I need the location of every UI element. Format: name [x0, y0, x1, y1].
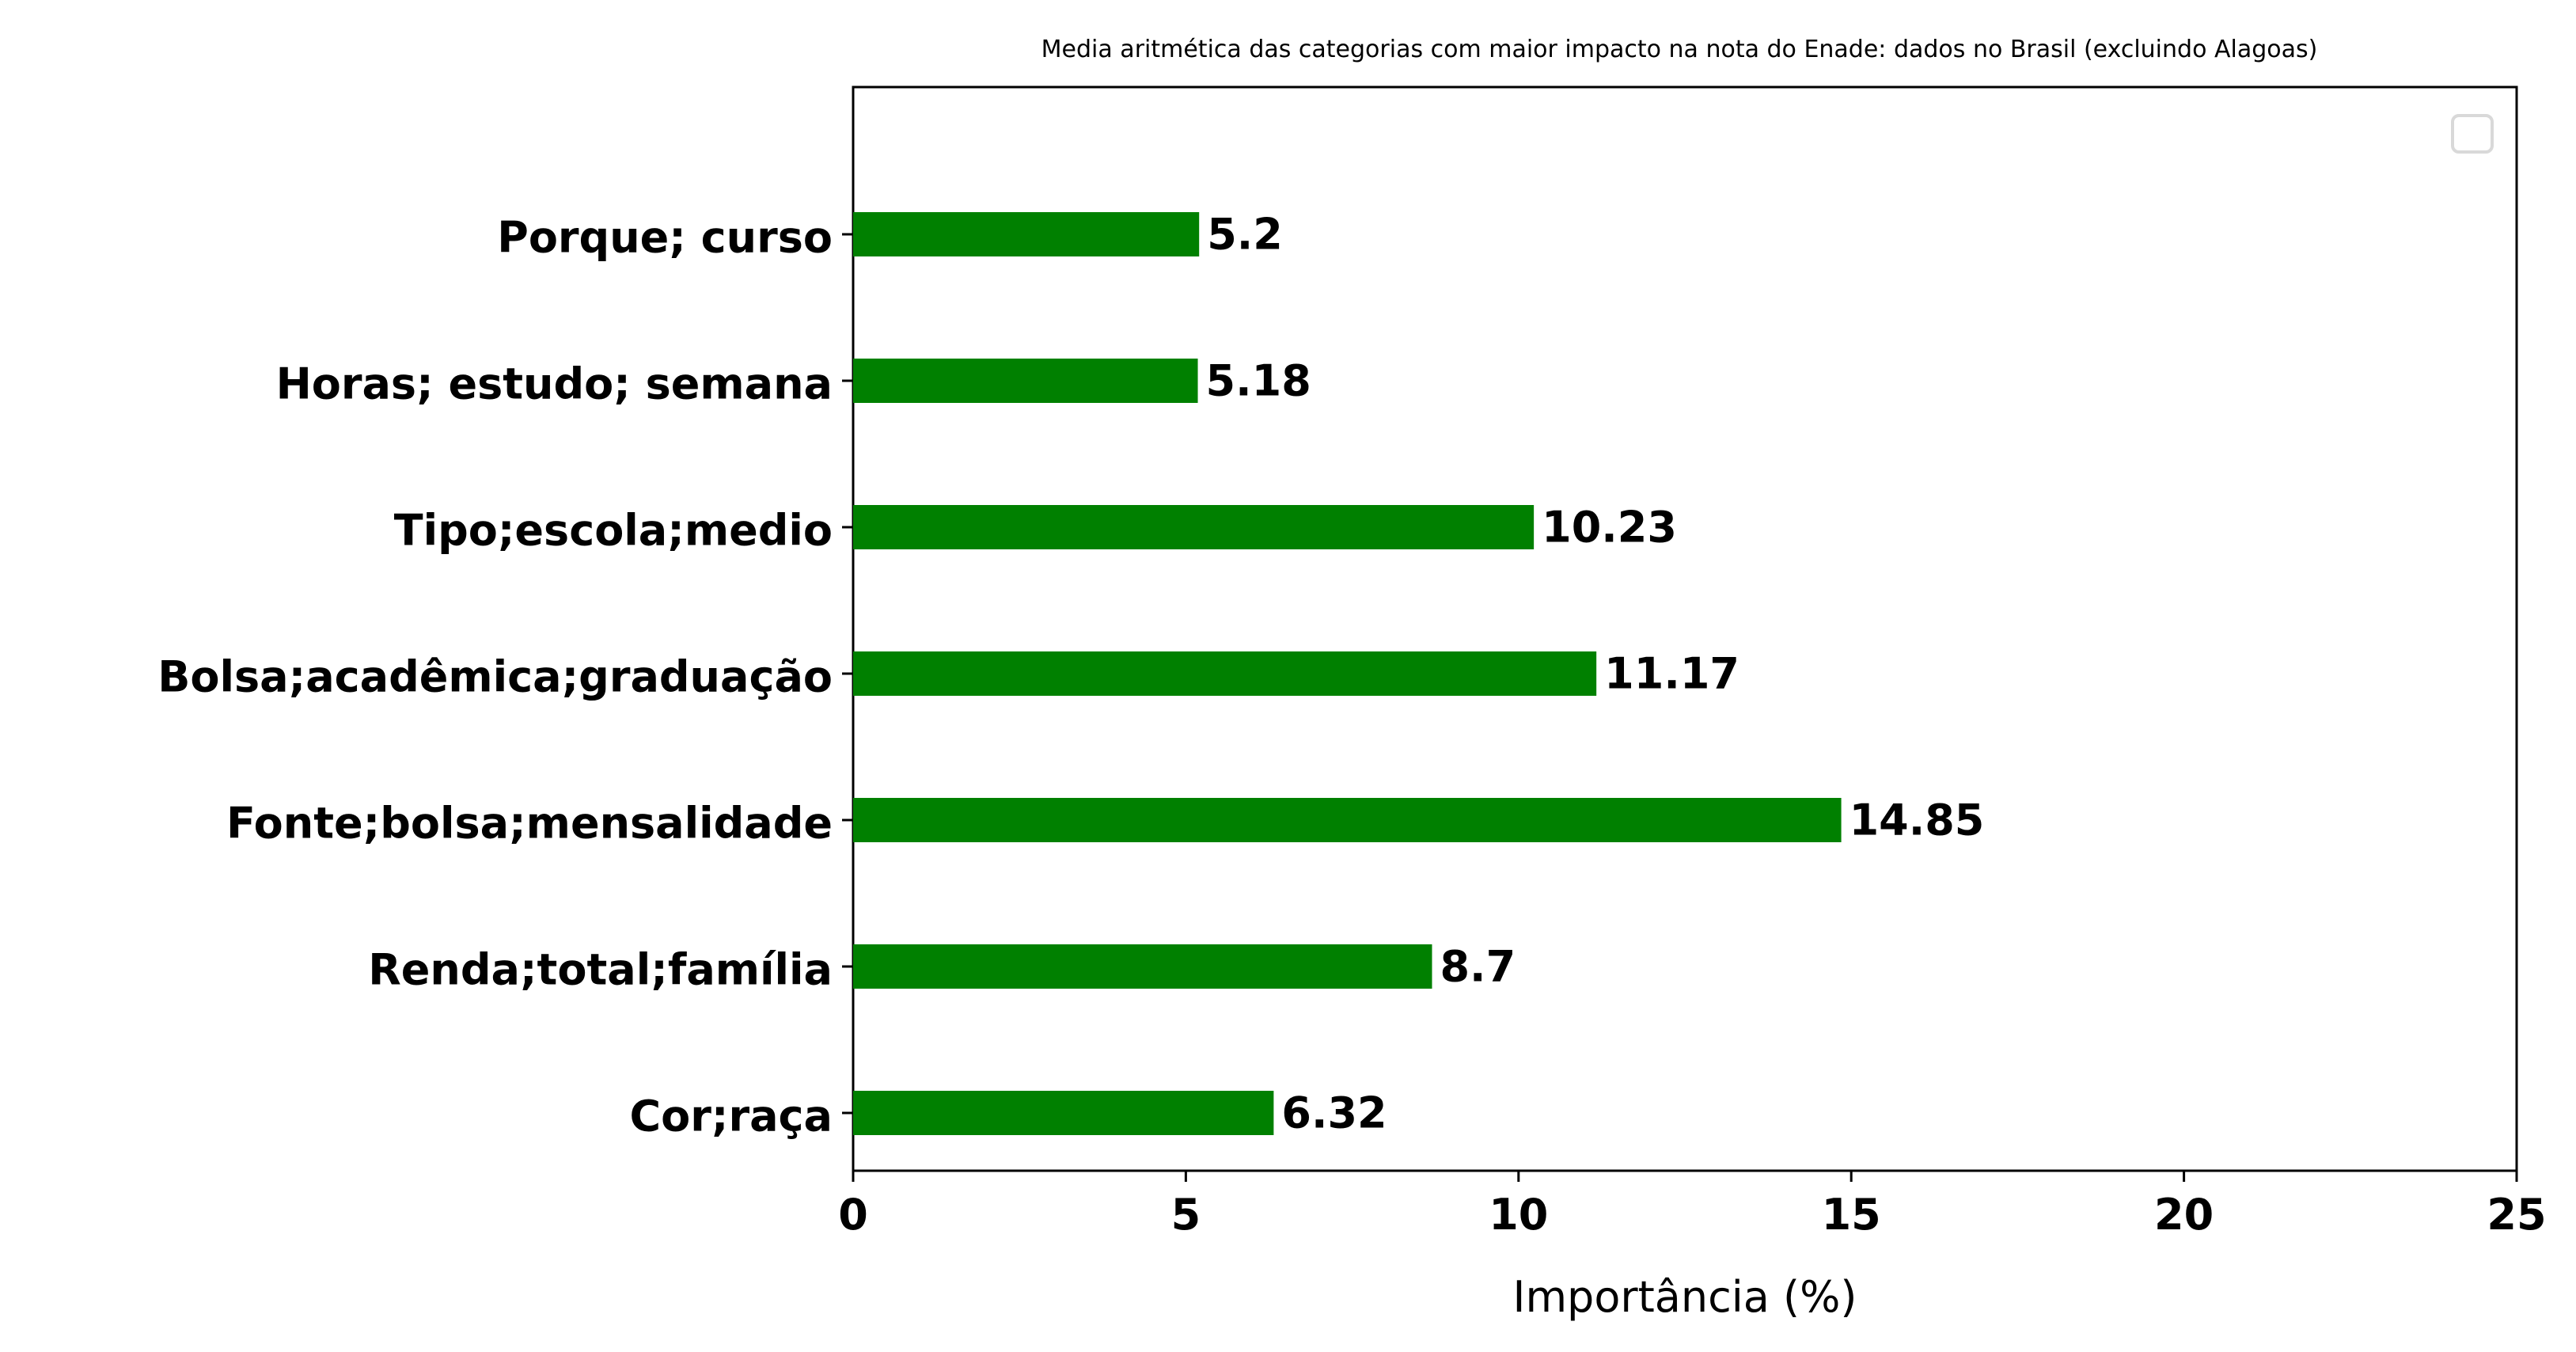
x-axis-label: Importância (%)	[1513, 1272, 1857, 1322]
x-tick-label-2: 10	[1489, 1190, 1548, 1240]
bar-1	[853, 359, 1198, 403]
chart-title: Media aritmética das categorias com maio…	[1041, 36, 2318, 63]
bars	[853, 212, 1842, 1135]
data-label-2: 10.23	[1542, 503, 1677, 553]
bar-2	[853, 505, 1535, 549]
data-label-4: 14.85	[1849, 796, 1985, 845]
bar-3	[853, 651, 1597, 696]
x-tick-label-3: 15	[1822, 1190, 1881, 1240]
bar-4	[853, 798, 1842, 842]
x-axis: 0 5 10 15 20 25	[838, 1171, 2547, 1240]
data-label-3: 11.17	[1604, 649, 1739, 699]
y-tick-label-1: Horas; estudo; semana	[276, 359, 833, 409]
bar-6	[853, 1091, 1274, 1135]
bar-0	[853, 212, 1200, 256]
x-tick-label-5: 25	[2487, 1190, 2546, 1240]
x-tick-label-4: 20	[2154, 1190, 2214, 1240]
data-label-5: 8.7	[1440, 942, 1516, 992]
bar-5	[853, 944, 1432, 989]
y-tick-label-2: Tipo;escola;medio	[394, 506, 833, 556]
data-labels: 5.2 5.18 10.23 11.17 14.85 8.7 6.32	[1206, 210, 1985, 1138]
y-tick-label-4: Fonte;bolsa;mensalidade	[226, 799, 833, 849]
data-label-1: 5.18	[1206, 356, 1311, 406]
y-tick-label-6: Cor;raça	[630, 1092, 833, 1141]
y-axis: Porque; curso Horas; estudo; semana Tipo;e…	[157, 213, 853, 1141]
data-label-6: 6.32	[1281, 1088, 1387, 1138]
legend-box	[2451, 114, 2494, 154]
x-tick-label-0: 0	[838, 1190, 868, 1240]
plot-frame	[852, 85, 2518, 1172]
y-tick-label-3: Bolsa;acadêmica;graduação	[157, 652, 833, 702]
data-label-0: 5.2	[1207, 210, 1283, 260]
y-tick-label-0: Porque; curso	[497, 213, 833, 263]
y-tick-label-5: Renda;total;família	[368, 945, 833, 995]
x-tick-label-1: 5	[1171, 1190, 1201, 1240]
